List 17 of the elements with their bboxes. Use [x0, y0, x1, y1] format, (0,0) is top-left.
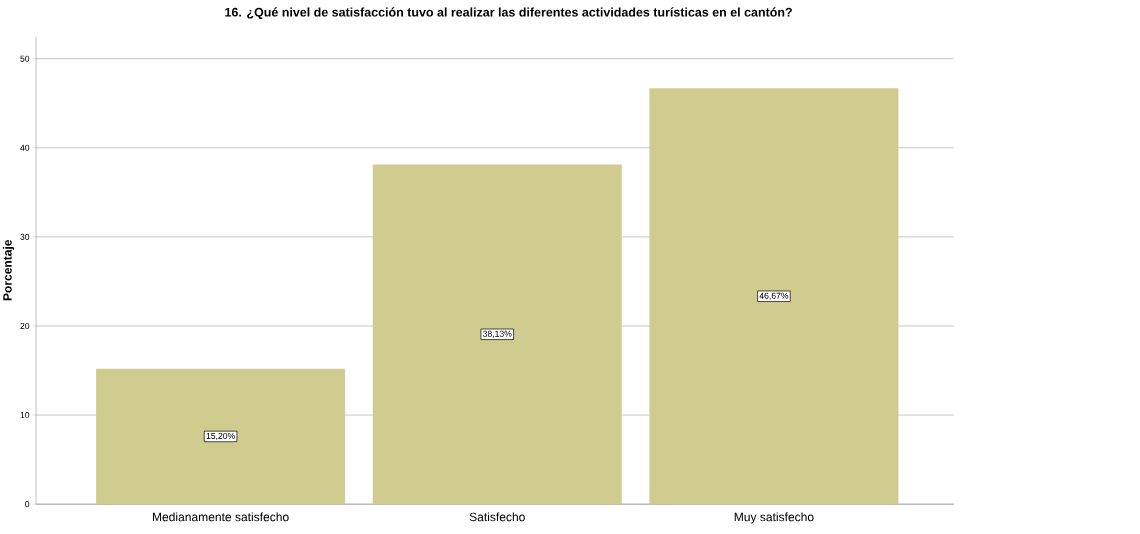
bar — [649, 88, 899, 504]
x-tick-label: Satisfecho — [469, 512, 525, 522]
y-tick-label: 10 — [20, 411, 30, 418]
y-axis-title: Porcentaje — [2, 239, 15, 301]
y-tick-label: 40 — [20, 144, 30, 151]
x-tick-label: Muy satisfecho — [734, 512, 814, 524]
chart-title: 16. ¿Qué nivel de satisfacción tuvo al realizar las diferentes actividades turísticas en el cantón? — [225, 7, 792, 19]
x-tick-label: Medianamente satisfecho — [152, 512, 289, 522]
y-tick-label: 0 — [25, 500, 30, 508]
y-tick-label: 50 — [20, 55, 30, 62]
y-tick-label: 30 — [20, 233, 30, 240]
data-label: 15,20% — [206, 432, 235, 440]
data-label: 38,13% — [483, 330, 512, 338]
data-label: 46,67% — [759, 292, 789, 300]
bar — [372, 164, 622, 504]
bar — [96, 368, 346, 504]
y-tick-label: 20 — [20, 322, 30, 329]
